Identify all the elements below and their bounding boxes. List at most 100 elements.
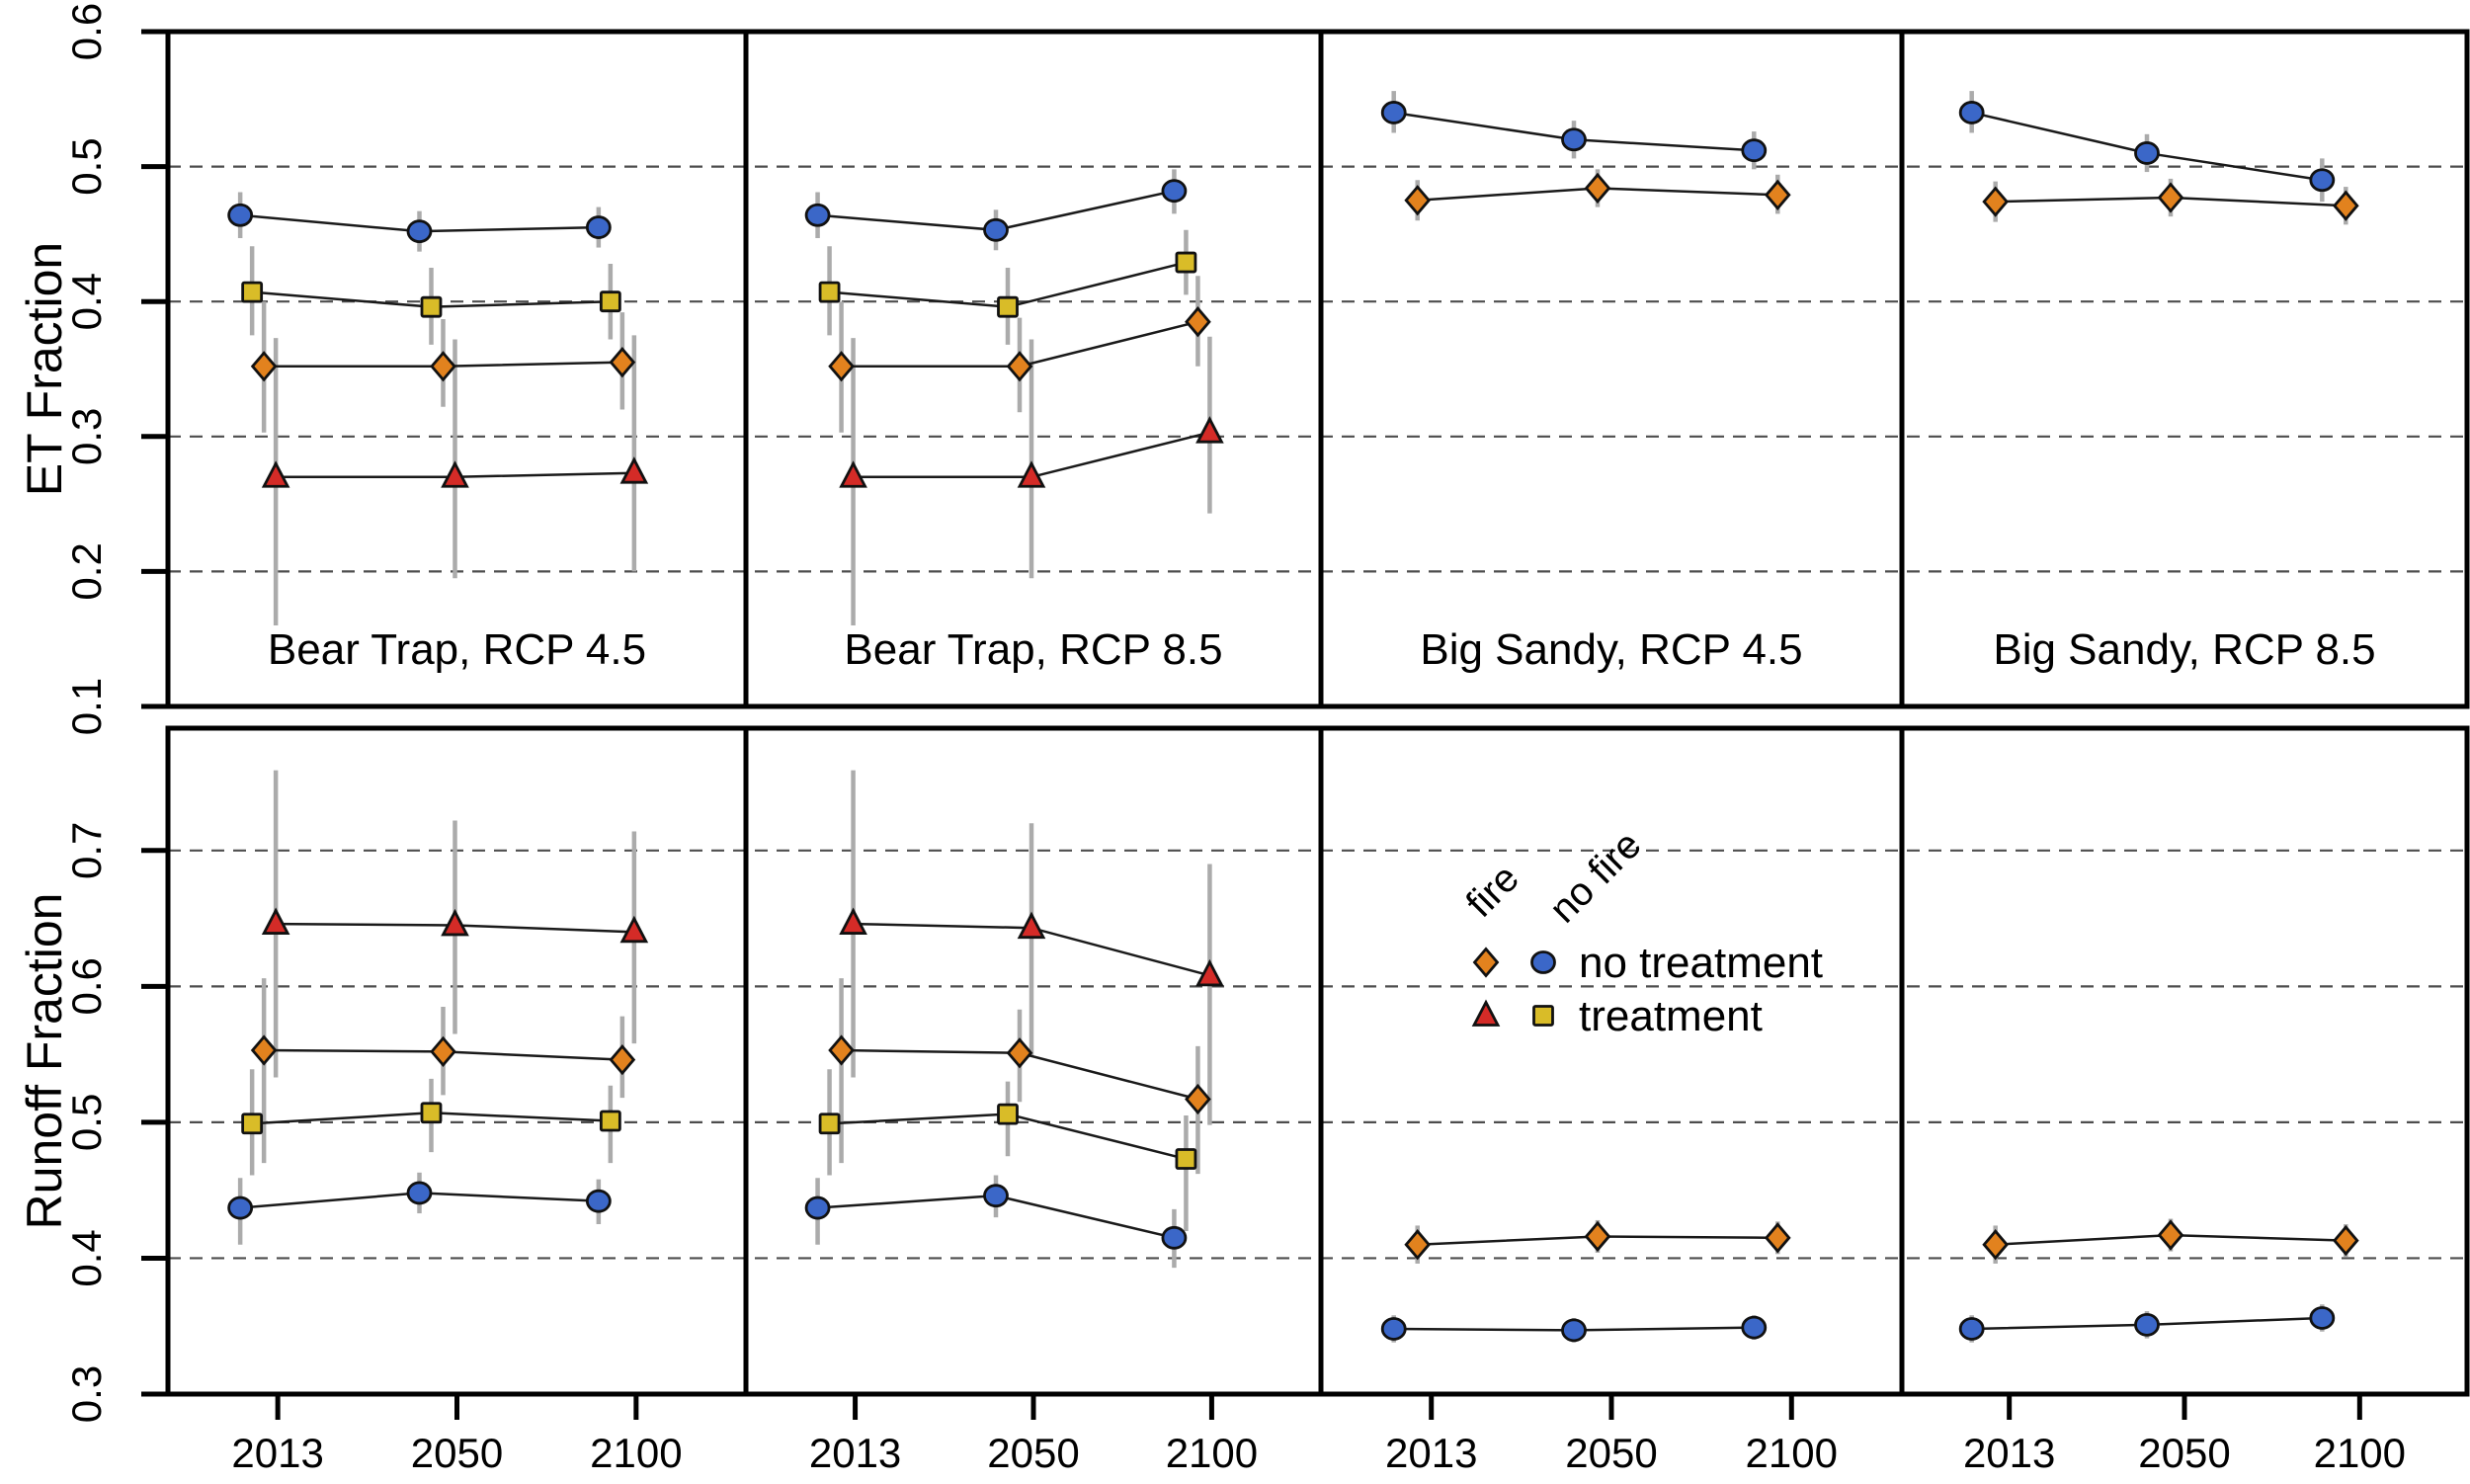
- x-tick-label-c0-2100: 2100: [590, 1430, 682, 1476]
- y-tick-label-r1-0.4: 0.4: [63, 1229, 110, 1286]
- x-tick-label-c1-2013: 2013: [809, 1430, 901, 1476]
- panel-title-3: Big Sandy, RCP 8.5: [1993, 625, 2375, 674]
- marker-triangle-fire_treatment: [1017, 911, 1046, 940]
- legend-circle-icon: [1530, 950, 1556, 974]
- legend-label-no-treatment: no treatment: [1579, 939, 1823, 987]
- marker-diamond-fire_no_treatment: [1404, 185, 1432, 216]
- x-tick-label-c2-2013: 2013: [1385, 1430, 1477, 1476]
- marker-diamond-fire_no_treatment: [1764, 179, 1791, 210]
- marker-square-no_fire_treatment: [997, 1103, 1019, 1125]
- marker-diamond-fire_no_treatment: [250, 1034, 278, 1066]
- y-tick-label-r1-0.6: 0.6: [63, 957, 110, 1015]
- marker-square-no_fire_treatment: [818, 281, 841, 303]
- y-tick-label-r1-0.7: 0.7: [63, 822, 110, 879]
- y-tick-label-r1-0.5: 0.5: [63, 1094, 110, 1151]
- legend-diamond-icon: [1472, 947, 1500, 978]
- y-tick-label-r0-0.1: 0.1: [63, 678, 110, 735]
- marker-triangle-fire_treatment: [1017, 460, 1046, 488]
- marker-circle-no_fire_no_treatment: [983, 1184, 1009, 1208]
- marker-circle-no_fire_no_treatment: [406, 1181, 433, 1205]
- marker-square-no_fire_treatment: [241, 1113, 264, 1135]
- marker-triangle-fire_treatment: [839, 907, 867, 935]
- marker-diamond-fire_no_treatment: [1185, 306, 1211, 338]
- y-tick-label-r1-0.3: 0.3: [63, 1365, 110, 1423]
- marker-triangle-fire_treatment: [619, 456, 649, 484]
- marker-circle-no_fire_no_treatment: [2134, 141, 2160, 165]
- x-tick-label-c2-2100: 2100: [1746, 1430, 1838, 1476]
- marker-square-no_fire_treatment: [599, 1110, 621, 1132]
- marker-diamond-fire_no_treatment: [250, 351, 278, 382]
- marker-square-no_fire_treatment: [1175, 1148, 1197, 1170]
- y-axis-title-et: ET Fraction: [17, 242, 72, 497]
- y-axis-title-runoff: Runoff Fraction: [17, 893, 72, 1230]
- y-tick-label-r0-0.2: 0.2: [63, 542, 110, 600]
- marker-square-no_fire_treatment: [420, 295, 443, 318]
- marker-circle-no_fire_no_treatment: [804, 1195, 831, 1220]
- marker-diamond-fire_no_treatment: [828, 351, 855, 382]
- x-tick-label-c0-2050: 2050: [411, 1430, 503, 1476]
- marker-square-no_fire_treatment: [241, 281, 264, 303]
- marker-circle-no_fire_no_treatment: [1561, 1318, 1587, 1343]
- marker-square-no_fire_treatment: [599, 290, 621, 313]
- panel-title-2: Big Sandy, RCP 4.5: [1420, 625, 1802, 674]
- marker-diamond-fire_no_treatment: [828, 1034, 855, 1066]
- marker-circle-no_fire_no_treatment: [983, 217, 1009, 242]
- marker-square-no_fire_treatment: [1175, 251, 1197, 274]
- marker-diamond-fire_no_treatment: [1584, 172, 1611, 205]
- marker-circle-no_fire_no_treatment: [1741, 138, 1768, 163]
- marker-circle-no_fire_no_treatment: [227, 1195, 254, 1220]
- marker-diamond-fire_no_treatment: [1404, 1229, 1432, 1261]
- marker-diamond-fire_no_treatment: [1185, 1083, 1211, 1115]
- marker-circle-no_fire_no_treatment: [2309, 1306, 2336, 1330]
- marker-circle-no_fire_no_treatment: [1380, 1317, 1407, 1341]
- marker-triangle-fire_treatment: [261, 907, 290, 935]
- x-tick-label-c1-2050: 2050: [987, 1430, 1079, 1476]
- marker-circle-no_fire_no_treatment: [227, 203, 254, 227]
- marker-diamond-fire_no_treatment: [2157, 1219, 2184, 1251]
- marker-triangle-fire_treatment: [441, 460, 469, 488]
- marker-diamond-fire_no_treatment: [2332, 190, 2359, 221]
- legend-square-icon: [1532, 1005, 1554, 1027]
- marker-circle-no_fire_no_treatment: [1958, 1317, 1985, 1341]
- marker-diamond-fire_no_treatment: [609, 347, 636, 378]
- marker-diamond-fire_no_treatment: [1982, 1229, 2010, 1261]
- marker-square-no_fire_treatment: [420, 1102, 443, 1124]
- x-tick-label-c3-2050: 2050: [2138, 1430, 2230, 1476]
- marker-diamond-fire_no_treatment: [430, 1035, 456, 1068]
- x-tick-label-c3-2013: 2013: [1963, 1430, 2055, 1476]
- y-tick-label-r0-0.4: 0.4: [63, 273, 110, 330]
- marker-square-no_fire_treatment: [997, 295, 1019, 318]
- panel-title-0: Bear Trap, RCP 4.5: [268, 625, 646, 674]
- marker-diamond-fire_no_treatment: [1584, 1220, 1611, 1253]
- legend-label-treatment: treatment: [1579, 992, 1763, 1040]
- marker-diamond-fire_no_treatment: [609, 1043, 636, 1076]
- marker-diamond-fire_no_treatment: [1764, 1222, 1791, 1254]
- marker-circle-no_fire_no_treatment: [2134, 1312, 2160, 1337]
- marker-triangle-fire_treatment: [1195, 416, 1224, 444]
- marker-circle-no_fire_no_treatment: [585, 215, 612, 239]
- x-tick-label-c1-2100: 2100: [1166, 1430, 1258, 1476]
- x-tick-label-c0-2013: 2013: [231, 1430, 323, 1476]
- marker-square-no_fire_treatment: [818, 1113, 841, 1135]
- marker-circle-no_fire_no_treatment: [1380, 101, 1407, 124]
- marker-triangle-fire_treatment: [261, 460, 290, 488]
- marker-diamond-fire_no_treatment: [1982, 186, 2010, 217]
- marker-circle-no_fire_no_treatment: [1161, 179, 1188, 204]
- marker-circle-no_fire_no_treatment: [406, 219, 433, 244]
- marker-diamond-fire_no_treatment: [1006, 351, 1033, 382]
- marker-diamond-fire_no_treatment: [2157, 182, 2184, 213]
- marker-circle-no_fire_no_treatment: [1958, 101, 1985, 124]
- marker-diamond-fire_no_treatment: [430, 351, 456, 382]
- marker-triangle-fire_treatment: [1195, 958, 1224, 987]
- marker-circle-no_fire_no_treatment: [1161, 1225, 1188, 1250]
- y-tick-label-r0-0.6: 0.6: [63, 3, 110, 60]
- marker-circle-no_fire_no_treatment: [2309, 168, 2336, 193]
- marker-triangle-fire_treatment: [619, 915, 649, 944]
- legend-triangle-icon: [1471, 999, 1501, 1027]
- x-tick-label-c3-2100: 2100: [2314, 1430, 2406, 1476]
- marker-diamond-fire_no_treatment: [2332, 1224, 2359, 1257]
- panel-title-1: Bear Trap, RCP 8.5: [844, 625, 1222, 674]
